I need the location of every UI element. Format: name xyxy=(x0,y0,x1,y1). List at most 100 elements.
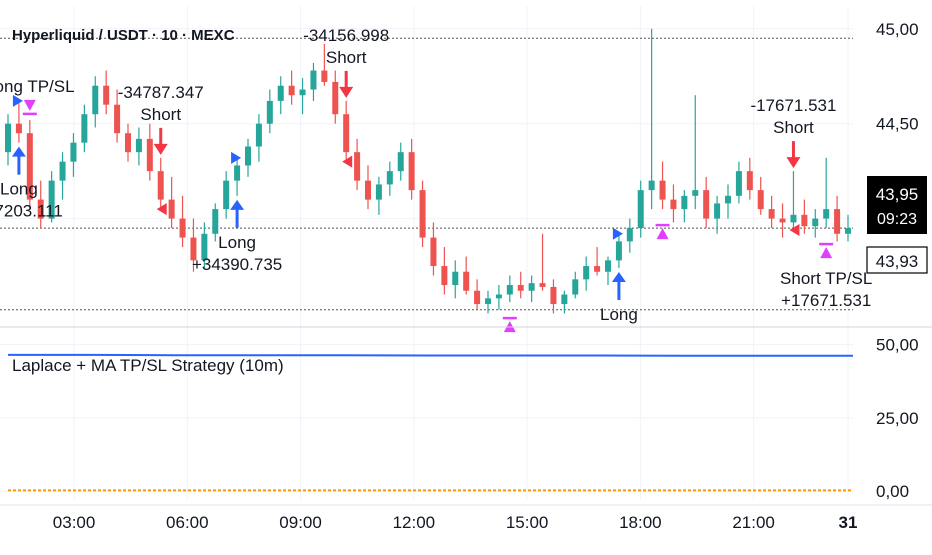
candle-body xyxy=(517,285,524,291)
short-label: Short xyxy=(140,105,181,124)
candle-body xyxy=(768,209,775,219)
candle-body xyxy=(386,171,393,185)
tp-marker-head xyxy=(820,247,833,259)
candle-body xyxy=(266,100,273,124)
candle-body xyxy=(245,146,251,166)
candle-body xyxy=(157,171,164,200)
candle-body xyxy=(495,294,502,299)
candle-body xyxy=(48,180,55,219)
candle-body xyxy=(397,152,404,172)
candle-body xyxy=(343,114,350,153)
candles xyxy=(5,28,851,314)
candle-body xyxy=(146,138,153,172)
candle-body xyxy=(757,190,764,210)
candle-body xyxy=(823,209,830,219)
y-tick-label: 45,00 xyxy=(876,20,919,39)
x-tick-label: 06:00 xyxy=(166,513,209,532)
candle-body xyxy=(365,180,371,200)
tp-marker-label: Short TP/SL xyxy=(780,269,872,288)
candle-body xyxy=(354,152,361,181)
candle-body xyxy=(485,298,491,305)
candle-body xyxy=(5,123,11,153)
long-arrow-head xyxy=(11,146,26,157)
candle-body xyxy=(474,290,481,305)
long-arrow-head xyxy=(230,199,245,210)
candle-body xyxy=(615,241,622,261)
candle-body xyxy=(299,89,306,96)
short-label: Short xyxy=(773,118,814,137)
tp-marker-head xyxy=(23,99,36,111)
candle-body xyxy=(15,123,22,134)
x-tick-label: 18:00 xyxy=(619,513,662,532)
candle-body xyxy=(255,123,262,147)
y-tick-label: 44,50 xyxy=(876,115,919,134)
candle-body xyxy=(539,283,546,287)
candle-body xyxy=(135,138,142,153)
short-value: -17671.531 xyxy=(750,96,836,115)
candle-body xyxy=(790,214,797,223)
candle-body xyxy=(550,286,557,305)
candle-body xyxy=(277,85,284,101)
candle-body xyxy=(714,203,721,219)
long-label: Long xyxy=(0,180,38,199)
short-arrow-head xyxy=(153,143,168,155)
candle-body xyxy=(190,237,197,261)
long-arrow-head xyxy=(611,271,626,282)
sub-y-tick-label: 25,00 xyxy=(876,409,919,428)
candle-body xyxy=(223,180,230,210)
long-value: +34390.735 xyxy=(192,255,282,274)
candle-body xyxy=(114,104,121,134)
candle-body xyxy=(321,70,328,82)
candle-body xyxy=(37,199,44,219)
signal-markers: Long +37203.111 Short -34787.347 Long +34390.… xyxy=(0,26,872,333)
short-arrow-head xyxy=(339,86,354,98)
price-badge: 43,95 09:23 xyxy=(867,176,927,234)
exit-triangle xyxy=(156,203,167,216)
candle-body xyxy=(692,190,699,196)
x-tick-label: 12:00 xyxy=(393,513,436,532)
long-label: Long xyxy=(218,233,256,252)
candle-body xyxy=(648,180,655,191)
candle-body xyxy=(463,271,470,291)
candle-body xyxy=(528,283,535,291)
candle-body xyxy=(583,266,590,280)
candle-body xyxy=(561,294,568,305)
secondary-badge-bg xyxy=(866,246,928,274)
long-value: +37203.111 xyxy=(0,202,63,221)
tp-marker-value: +17671.531 xyxy=(781,291,871,310)
x-tick-label: 09:00 xyxy=(279,513,322,532)
candle-body xyxy=(506,285,513,295)
candle-body xyxy=(452,271,459,286)
short-label: Short xyxy=(326,48,367,67)
tp-marker-head xyxy=(656,228,669,240)
x-tick-label: 15:00 xyxy=(506,513,549,532)
candle-body xyxy=(375,184,382,200)
x-tick-label: 21:00 xyxy=(732,513,775,532)
entry-triangle xyxy=(612,227,623,240)
exit-triangle xyxy=(342,155,353,168)
candle-body xyxy=(103,85,110,105)
entry-triangle xyxy=(231,151,242,164)
candle-body xyxy=(419,190,426,238)
candle-body xyxy=(845,228,851,234)
price-badge-countdown: 09:23 xyxy=(877,211,917,228)
x-tick-label: 03:00 xyxy=(53,513,96,532)
entry-triangle xyxy=(12,94,23,107)
strategy-ma-line xyxy=(8,353,853,357)
candle-body xyxy=(812,218,819,227)
candle-body xyxy=(288,85,295,96)
price-badge-price: 43,95 xyxy=(876,185,919,204)
candle-body xyxy=(659,180,666,200)
price-badge-bg xyxy=(867,176,927,234)
reference-levels xyxy=(0,37,853,311)
candle-body xyxy=(594,266,601,272)
candle-body xyxy=(834,209,841,234)
candle-body xyxy=(637,190,644,229)
candle-body xyxy=(234,165,241,181)
candle-body xyxy=(332,81,339,115)
secondary-price-badge: 43,93 xyxy=(866,246,928,274)
candle-body xyxy=(92,85,99,115)
candle-body xyxy=(179,218,186,238)
